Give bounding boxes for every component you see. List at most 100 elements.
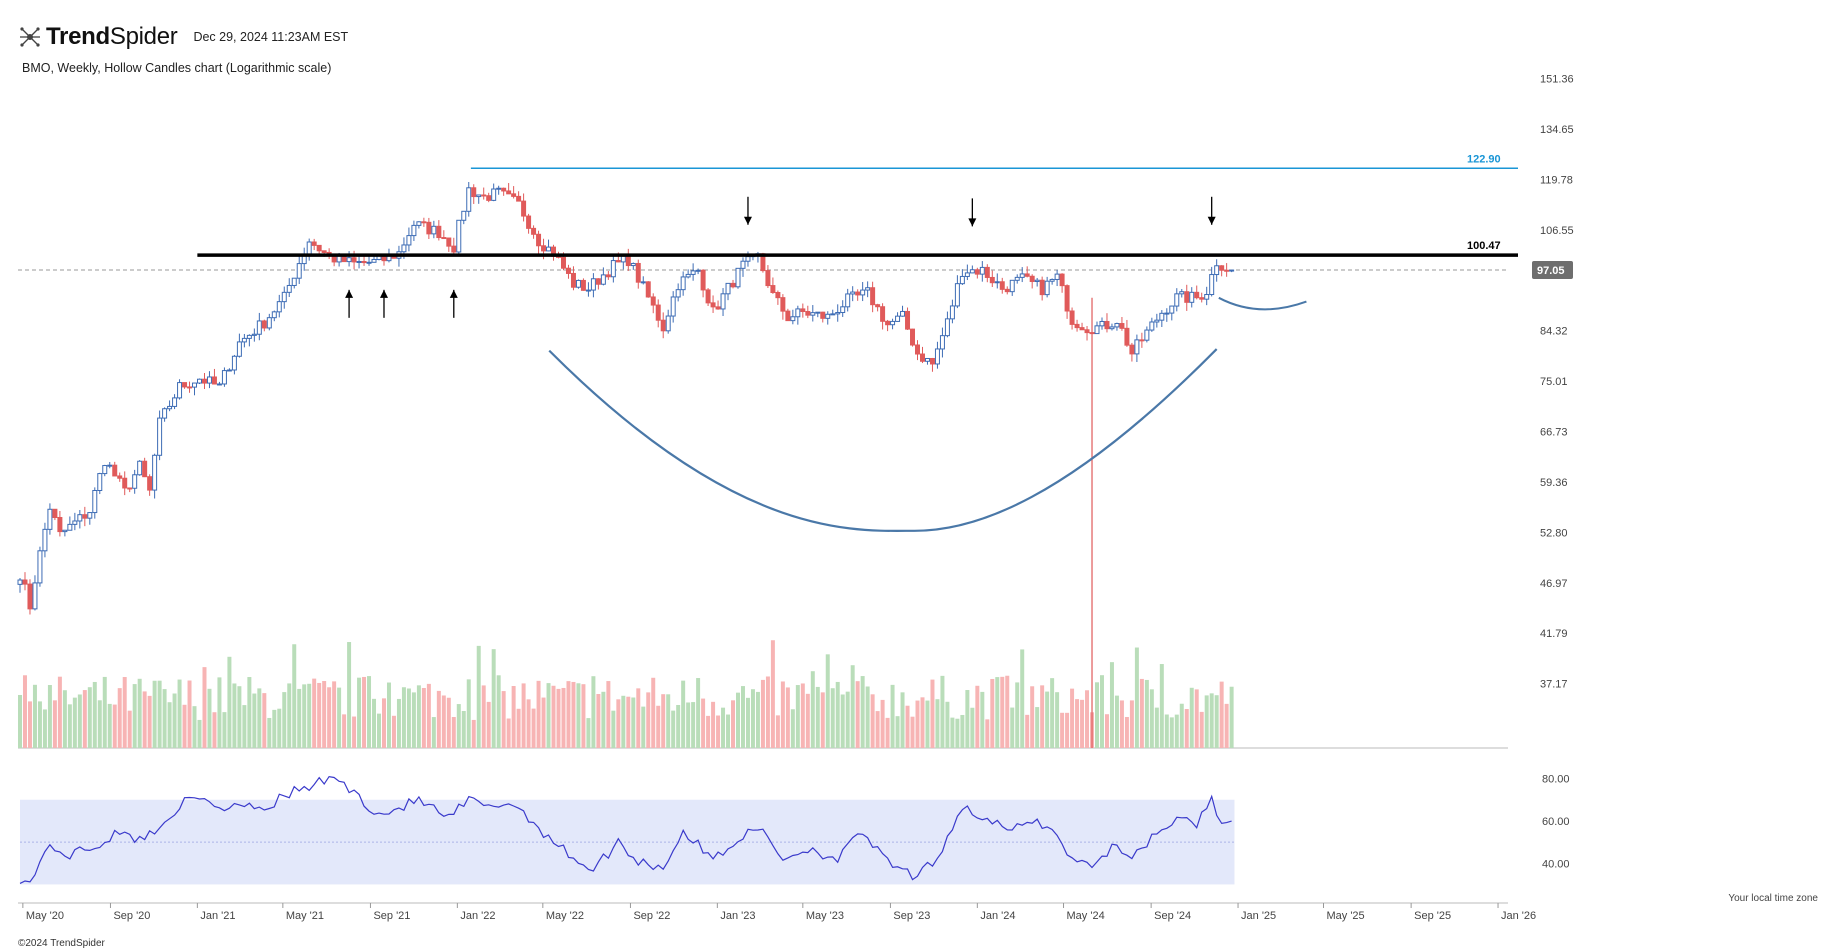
candle-body <box>1069 310 1075 325</box>
volume-bar <box>726 714 731 748</box>
candle-body <box>735 267 741 288</box>
candle-body <box>805 310 811 316</box>
candle-body <box>590 278 596 291</box>
candle-body <box>1179 291 1185 295</box>
candle-body <box>815 311 821 314</box>
volume-bar <box>785 687 790 748</box>
candle-body <box>92 489 98 514</box>
candle <box>531 225 537 239</box>
candle <box>1219 265 1225 277</box>
candle-body <box>1199 297 1205 300</box>
volume-bar <box>302 684 307 748</box>
candle-body <box>127 487 133 490</box>
volume-bar <box>461 710 466 748</box>
candle-body <box>1094 325 1100 335</box>
volume-bar <box>880 699 885 748</box>
candle-body <box>521 200 527 217</box>
volume-bar <box>905 705 910 748</box>
candle-body <box>780 297 786 312</box>
candle <box>660 312 666 339</box>
candle-body <box>1119 323 1125 329</box>
candle-body <box>246 334 252 339</box>
rsi-tick-label: 60.00 <box>1542 816 1570 828</box>
candle-body <box>431 225 437 235</box>
volume-bar <box>506 718 511 748</box>
candle <box>201 373 207 390</box>
candle-body <box>192 382 198 388</box>
volume-bar <box>626 696 631 748</box>
candle <box>241 333 247 348</box>
volume-bar <box>127 710 132 748</box>
candle <box>1199 292 1205 303</box>
candle-body <box>356 260 362 263</box>
volume-bar <box>1020 649 1025 748</box>
volume-bar <box>1169 717 1174 748</box>
volume-bar <box>501 691 506 748</box>
x-tick-label: Jan '21 <box>200 910 235 922</box>
chart-timestamp: Dec 29, 2024 11:23AM EST <box>193 30 349 44</box>
candle-body <box>142 460 148 478</box>
candle <box>780 294 786 320</box>
candle <box>142 457 148 478</box>
candle-body <box>730 282 736 288</box>
volume-bar <box>980 691 985 748</box>
candle-body <box>1114 323 1120 328</box>
candle-body <box>291 277 297 286</box>
candle <box>944 311 950 338</box>
volume-bar <box>571 681 576 748</box>
volume-bar <box>521 683 526 748</box>
candle-body <box>496 187 502 190</box>
candle-body <box>830 313 836 316</box>
candle-body <box>870 287 876 306</box>
volume-bar <box>22 675 27 748</box>
candle-body <box>501 187 507 192</box>
candle-body <box>137 460 143 476</box>
candle <box>466 182 472 217</box>
candle-body <box>157 417 163 456</box>
volume-bar <box>1065 712 1070 748</box>
candle-body <box>117 475 123 479</box>
candle <box>481 187 487 200</box>
candle-body <box>271 311 277 319</box>
resistance-label: 122.90 <box>1467 153 1501 165</box>
candle-body <box>840 306 846 314</box>
volume-bar <box>72 697 77 748</box>
volume-bar <box>1040 685 1045 748</box>
volume-bar <box>970 707 975 748</box>
volume-bar <box>960 714 965 748</box>
candle <box>740 257 746 277</box>
brand-logo[interactable]: TrendSpider <box>46 23 178 51</box>
volume-bar <box>307 683 312 748</box>
candle <box>954 275 960 309</box>
candle-body <box>670 296 676 317</box>
candle-body <box>795 308 801 318</box>
candle-body <box>241 337 247 343</box>
candle-body <box>660 319 666 332</box>
volume-bar <box>1219 681 1224 748</box>
candle <box>1169 305 1175 321</box>
volume-bar <box>411 692 416 748</box>
candle <box>785 308 791 322</box>
volume-bar <box>157 680 162 748</box>
x-tick-label: Sep '22 <box>633 910 670 922</box>
volume-bar <box>910 716 915 748</box>
rsi-tick-label: 80.00 <box>1542 774 1570 786</box>
candle-body <box>531 227 537 235</box>
down-arrow <box>968 198 977 227</box>
candle-body <box>426 221 432 235</box>
volume-bar <box>895 716 900 748</box>
candle-body <box>411 224 417 237</box>
candle-body <box>1129 344 1135 355</box>
volume-bar <box>471 719 476 748</box>
volume-bar <box>636 688 641 748</box>
candle <box>1024 266 1030 278</box>
candle <box>1114 322 1120 331</box>
volume-bar <box>541 697 546 748</box>
brand-name-bold: Spider <box>109 23 178 50</box>
candle-body <box>560 256 566 269</box>
volume-bar <box>167 702 172 748</box>
brand-name-light: Trend <box>46 23 110 50</box>
volume-bar <box>860 676 865 748</box>
volume-bar <box>621 695 626 748</box>
